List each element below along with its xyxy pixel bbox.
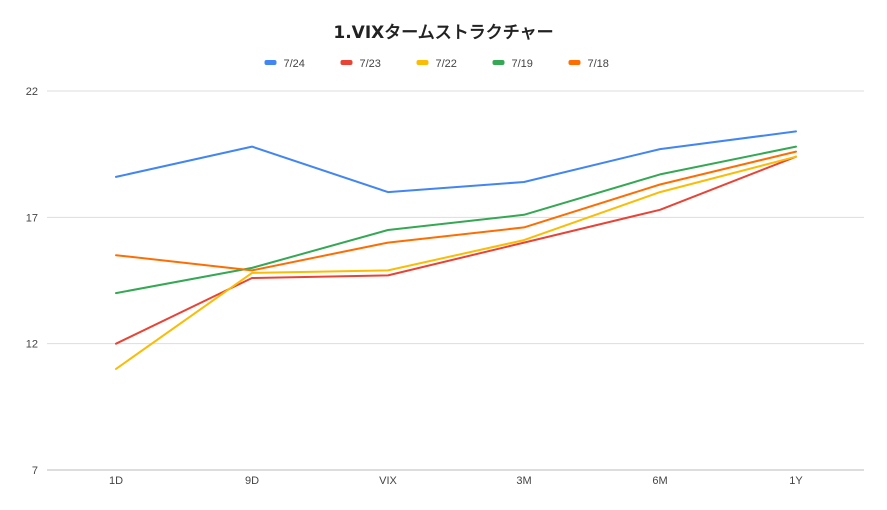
legend-swatch	[492, 60, 505, 65]
y-tick-label: 12	[26, 339, 38, 351]
y-tick-label: 7	[32, 465, 38, 477]
series-line-7-18	[115, 150, 797, 272]
legend-item: 7/19	[492, 58, 533, 70]
legend-label: 7/24	[284, 58, 305, 70]
series-line-7-19	[115, 145, 797, 295]
series-line-7-24	[115, 130, 797, 194]
legend-label: 7/18	[588, 58, 609, 70]
series-line-7-22	[115, 155, 797, 370]
grid	[47, 90, 864, 471]
x-tick-label: 1D	[109, 475, 123, 487]
series-line-7-23	[115, 155, 797, 345]
x-tick-label: 6M	[652, 475, 667, 487]
legend-item: 7/23	[340, 58, 381, 70]
x-tick-label: 9D	[245, 475, 259, 487]
legend-label: 7/19	[512, 58, 533, 70]
axes: 7 12 17 22 1D 9D VIX 3M 6M 1Y	[26, 86, 804, 487]
legend-label: 7/22	[436, 58, 457, 70]
legend-swatch	[264, 60, 277, 65]
x-tick-label: 3M	[516, 475, 531, 487]
x-tick-label: VIX	[379, 475, 397, 487]
legend-label: 7/23	[360, 58, 381, 70]
y-tick-label: 22	[26, 86, 38, 98]
legend-item: 7/22	[416, 58, 457, 70]
legend-item: 7/18	[568, 58, 609, 70]
legend: 7/24 7/23 7/22 7/19 7/18	[264, 58, 609, 70]
legend-item: 7/24	[264, 58, 305, 70]
y-tick-label: 17	[26, 212, 38, 224]
legend-swatch	[340, 60, 353, 65]
chart-title: 1.VIXタームストラクチャー	[333, 23, 554, 43]
legend-swatch	[416, 60, 429, 65]
legend-swatch	[568, 60, 581, 65]
x-tick-label: 1Y	[789, 475, 803, 487]
series-lines	[115, 130, 797, 370]
